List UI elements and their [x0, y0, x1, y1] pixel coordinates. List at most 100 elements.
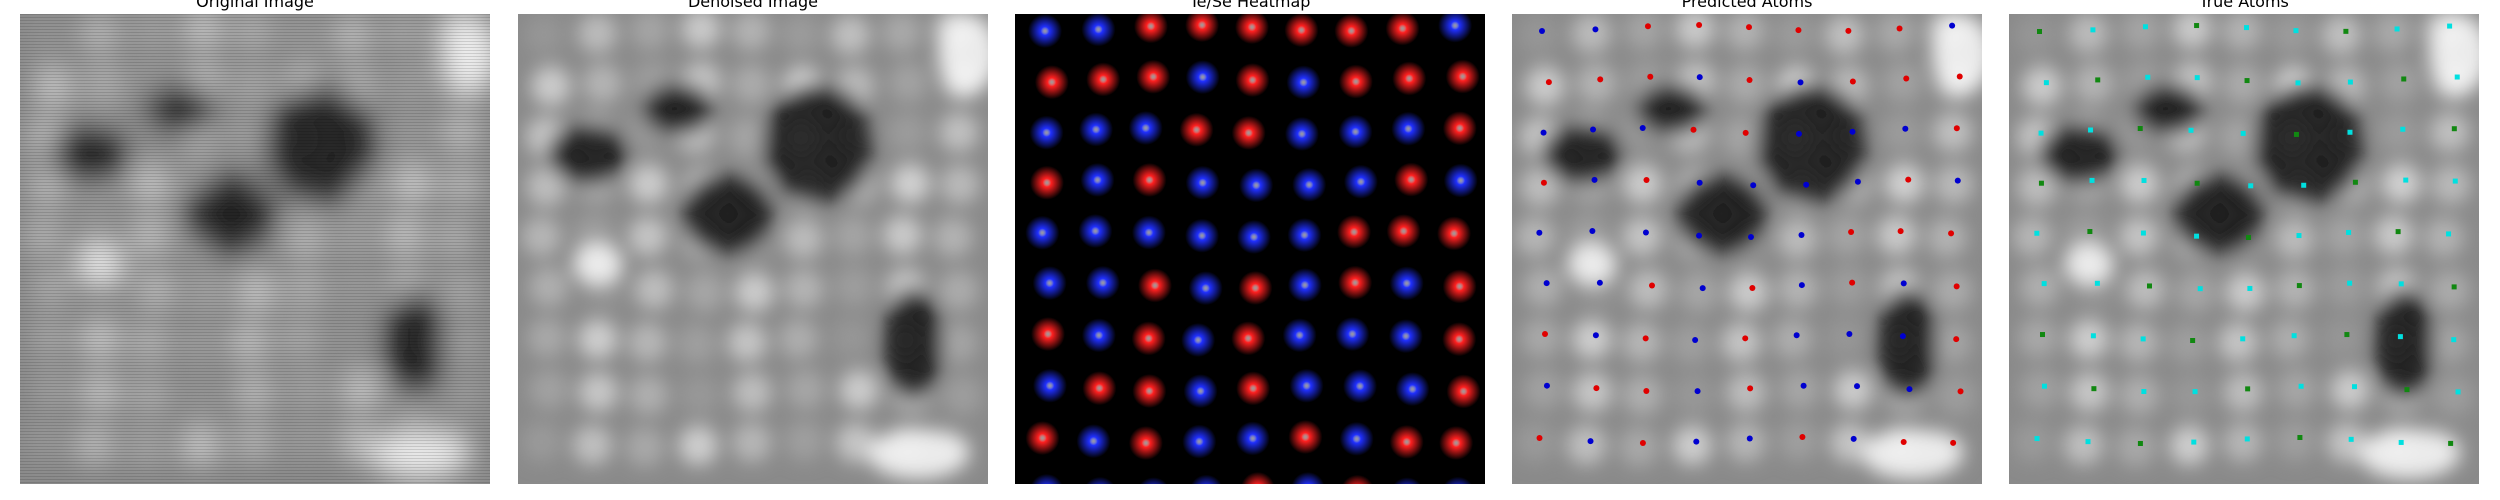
predicted-se-atom	[1906, 386, 1913, 393]
panel-title: Original Image	[196, 0, 314, 11]
heatmap-te-site	[1185, 14, 1220, 43]
predicted-se-atom	[1899, 333, 1906, 340]
predicted-se-atom	[1797, 79, 1804, 86]
original-image	[20, 14, 490, 484]
heatmap-te-site	[1241, 471, 1275, 484]
true-atom-cyan	[2296, 233, 2302, 239]
heatmap-se-site	[1287, 218, 1322, 253]
heatmap-te-site	[1137, 268, 1172, 303]
predicted-te-atom	[1795, 27, 1802, 34]
predicted-se-atom	[1750, 182, 1757, 189]
predicted-te-atom	[1643, 176, 1650, 183]
heatmap-se-site	[1032, 368, 1067, 403]
heatmap-te-site	[1029, 165, 1064, 200]
heatmap-te-site	[1136, 59, 1171, 94]
heatmap-se-site	[1239, 168, 1274, 203]
heatmap-te-site	[1235, 14, 1269, 45]
predicted-se-atom	[1590, 126, 1597, 133]
heatmap-se-site	[1079, 112, 1114, 147]
true-atom-green	[2038, 180, 2044, 186]
heatmap-te-site	[1231, 115, 1266, 150]
predicted-te-atom	[1799, 434, 1806, 441]
true-atom-green	[2352, 179, 2358, 185]
predicted-te-atom	[1849, 78, 1856, 85]
heatmap-te-site	[1132, 162, 1167, 197]
heatmap-te-site	[1392, 61, 1427, 96]
heatmap-te-site	[1131, 321, 1166, 356]
true-atom-green	[2401, 76, 2407, 82]
heatmap-te-site	[1236, 371, 1271, 406]
heatmap-se-site	[1292, 167, 1327, 202]
heatmap-se-site	[1185, 165, 1220, 200]
predicted-se-atom	[1692, 336, 1699, 343]
true-atom-cyan	[2248, 183, 2254, 189]
predicted-se-atom	[1900, 280, 1907, 287]
heatmap-se-site	[1031, 473, 1063, 484]
predicted-se-atom	[1854, 383, 1861, 390]
true-atom-cyan	[2085, 439, 2091, 445]
heatmap-se-site	[1131, 215, 1166, 250]
heatmap-te-site	[1132, 374, 1167, 409]
heatmap-se-site	[1029, 115, 1064, 150]
heatmap-te-site	[1082, 371, 1117, 406]
heatmap-te-site	[1334, 14, 1369, 48]
predicted-se-atom	[1849, 128, 1856, 135]
true-atom-cyan	[2142, 24, 2148, 30]
true-atom-green	[2095, 77, 2101, 83]
true-atom-cyan	[2240, 336, 2246, 342]
heatmap-te-site	[1235, 63, 1270, 98]
true-atom-cyan	[2291, 333, 2297, 339]
heatmap-te-site	[1179, 112, 1214, 147]
heatmap-te-site	[1386, 214, 1421, 249]
predicted-te-atom	[1957, 388, 1964, 395]
true-atom-cyan	[2191, 439, 2197, 445]
predicted-te-atom	[1541, 331, 1548, 338]
true-atom-cyan	[2094, 280, 2100, 286]
true-atom-green	[2293, 131, 2299, 137]
predicted-te-atom	[1742, 335, 1749, 342]
predicted-se-atom	[1696, 232, 1703, 239]
heatmap-se-site	[1078, 214, 1113, 249]
heatmap-te-site	[1437, 216, 1472, 251]
heatmap-te-site	[1442, 269, 1477, 304]
true-atom-cyan	[2034, 436, 2040, 442]
true-atom-green	[2087, 229, 2093, 235]
true-atom-cyan	[2089, 177, 2095, 183]
true-atom-cyan	[2041, 281, 2047, 287]
heatmap-se-site	[1235, 421, 1270, 456]
true-atom-green	[2244, 78, 2250, 84]
heatmap-te-site	[1389, 424, 1424, 459]
true-atom-cyan	[2192, 389, 2198, 395]
true-atom-green	[2404, 387, 2410, 393]
predicted-se-atom	[1699, 285, 1706, 292]
predicted-te-atom	[1746, 24, 1753, 31]
heatmap-te-site	[1231, 321, 1266, 356]
heatmap-te-site	[1342, 474, 1373, 484]
true-atom-cyan	[2140, 230, 2146, 236]
denoised-image	[518, 14, 988, 484]
true-atom-green	[2245, 386, 2251, 392]
predicted-se-atom	[1803, 181, 1810, 188]
true-atom-green	[2194, 180, 2200, 186]
predicted-se-atom	[1854, 178, 1861, 185]
predicted-se-atom	[1592, 332, 1599, 339]
true-atom-green	[2296, 283, 2302, 289]
heatmap-se-site	[1282, 318, 1317, 353]
predicted-se-atom	[1639, 125, 1646, 132]
true-atom-green	[2451, 126, 2457, 132]
true-atom-green	[2039, 332, 2045, 338]
predicted-se-atom	[1642, 229, 1649, 236]
predicted-te-atom	[1900, 438, 1907, 445]
true-atom-green	[2091, 386, 2097, 392]
predicted-se-atom	[1596, 279, 1603, 286]
predicted-te-atom	[1648, 282, 1655, 289]
true-atom-cyan	[2446, 231, 2452, 237]
predicted-te-atom	[1642, 335, 1649, 342]
predicted-se-atom	[1589, 228, 1596, 235]
denoised-image-canvas	[518, 14, 988, 484]
heatmap-se-site	[1236, 219, 1271, 254]
predicted-se-atom	[1746, 435, 1753, 442]
true-atom-green	[2297, 435, 2303, 441]
heatmap-se-site	[1338, 114, 1373, 149]
heatmap-te-site	[1025, 421, 1060, 456]
